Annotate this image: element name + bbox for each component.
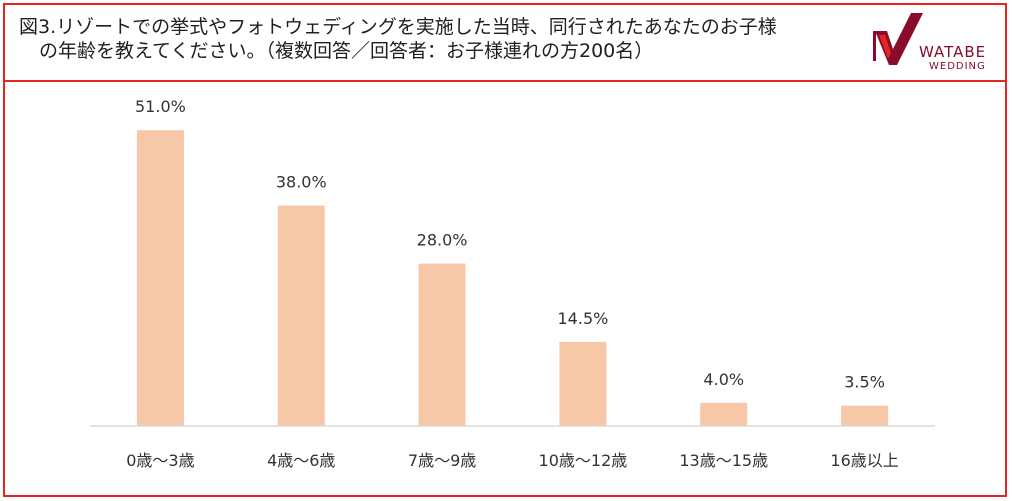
- chart-title-line-2: の年齢を教えてください。（複数回答／回答者：お子様連れの方200名）: [39, 40, 654, 62]
- bars-layer: [136, 130, 889, 426]
- logo-name: WATABE: [919, 43, 987, 61]
- logo-sub: WEDDING: [929, 61, 986, 72]
- category-label-4: 10歳～12歳: [539, 451, 628, 470]
- category-labels-layer: 0歳～3歳 4歳～6歳 7歳～9歳 10歳～12歳 13歳～15歳 16歳以上: [126, 451, 899, 470]
- chart-title: 図3.リゾートでの挙式やフォトウェディングを実施した当時、同行されたあなたのお子…: [19, 15, 869, 63]
- chart-title-line-1: 図3.リゾートでの挙式やフォトウェディングを実施した当時、同行されたあなたのお子…: [19, 16, 777, 38]
- watabe-wedding-logo: WATABE WEDDING: [867, 9, 997, 77]
- watabe-check-mark-icon: [873, 13, 923, 65]
- data-label-1: 51.0%: [135, 97, 186, 116]
- data-label-5: 4.0%: [703, 370, 744, 389]
- bar-5: [700, 402, 748, 426]
- bar-2: [277, 205, 325, 426]
- category-label-2: 4歳～6歳: [267, 451, 335, 470]
- bar-4: [559, 341, 607, 426]
- labels-layer: 51.0% 38.0% 28.0% 14.5% 4.0% 3.5%: [135, 97, 885, 392]
- bar-6: [841, 405, 889, 426]
- data-label-2: 38.0%: [276, 173, 327, 192]
- category-label-6: 16歳以上: [830, 451, 898, 470]
- chart-header: 図3.リゾートでの挙式やフォトウェディングを実施した当時、同行されたあなたのお子…: [5, 5, 1005, 82]
- category-label-1: 0歳～3歳: [126, 451, 194, 470]
- category-label-5: 13歳～15歳: [679, 451, 768, 470]
- data-label-6: 3.5%: [844, 373, 885, 392]
- bar-3: [418, 263, 466, 426]
- data-label-3: 28.0%: [417, 231, 468, 250]
- data-label-4: 14.5%: [558, 309, 609, 328]
- category-label-3: 7歳～9歳: [408, 451, 476, 470]
- bar-1: [136, 130, 184, 426]
